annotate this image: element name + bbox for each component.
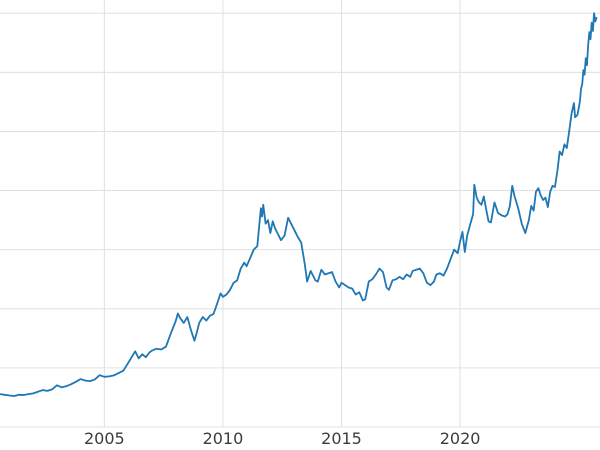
x-tick-label: 2020 — [440, 429, 481, 448]
x-tick-label: 2010 — [203, 429, 244, 448]
x-tick-label: 2015 — [321, 429, 362, 448]
x-tick-label: 2005 — [84, 429, 125, 448]
price-series-line — [0, 12, 598, 397]
